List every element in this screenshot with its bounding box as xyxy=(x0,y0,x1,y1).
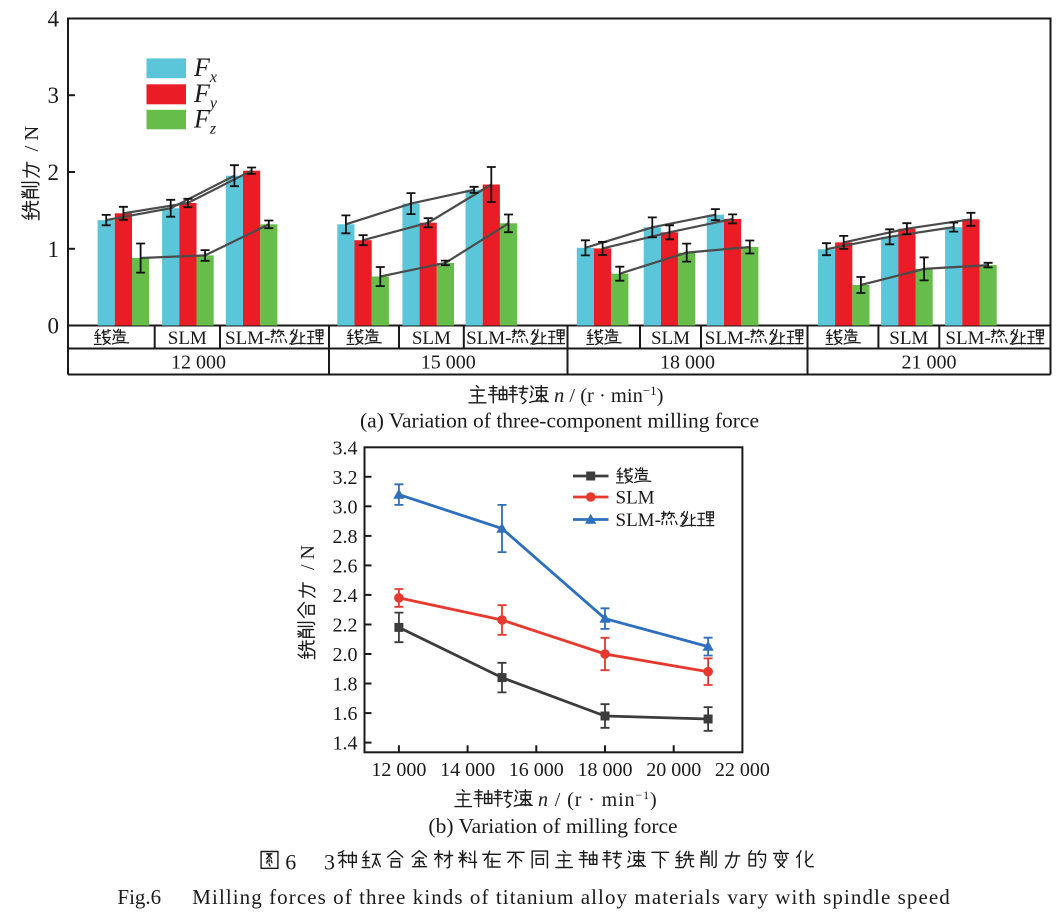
svg-text:SLM: SLM xyxy=(412,328,451,349)
svg-text:SLM: SLM xyxy=(651,328,690,349)
svg-text:1.8: 1.8 xyxy=(333,674,358,696)
svg-text:22 000: 22 000 xyxy=(715,759,770,781)
svg-text:SLM-: SLM- xyxy=(225,328,270,349)
svg-text:SLM-: SLM- xyxy=(466,328,511,349)
svg-text:20 000: 20 000 xyxy=(646,759,701,781)
svg-text:Fx: Fx xyxy=(193,53,217,86)
svg-text:(b) Variation of milling force: (b) Variation of milling force xyxy=(428,814,677,838)
svg-text:2.4: 2.4 xyxy=(333,585,358,607)
svg-text:1.6: 1.6 xyxy=(333,703,358,725)
svg-text:14 000: 14 000 xyxy=(440,759,495,781)
svg-text:3.4: 3.4 xyxy=(333,437,358,459)
svg-text:2.8: 2.8 xyxy=(333,526,358,548)
svg-text:3: 3 xyxy=(48,83,60,108)
svg-text:(a) Variation of three-compone: (a) Variation of three-component milling… xyxy=(360,409,759,433)
svg-text:18 000: 18 000 xyxy=(660,352,715,374)
svg-text:3.2: 3.2 xyxy=(333,467,358,489)
svg-text:n / (r · min−1): n / (r · min−1) xyxy=(538,788,658,811)
svg-text:4: 4 xyxy=(48,7,60,32)
svg-text:0: 0 xyxy=(48,314,60,339)
svg-text:SLM-: SLM- xyxy=(945,328,990,349)
svg-text:1: 1 xyxy=(48,237,60,262)
svg-text:3: 3 xyxy=(324,849,335,874)
svg-text:15 000: 15 000 xyxy=(421,352,476,374)
svg-text:2.0: 2.0 xyxy=(333,644,358,666)
svg-text:SLM: SLM xyxy=(168,328,207,349)
svg-text:/ N: / N xyxy=(297,545,319,570)
svg-text:Fz: Fz xyxy=(193,105,217,138)
svg-text:12 000: 12 000 xyxy=(371,759,426,781)
svg-text:Fig.6: Fig.6 xyxy=(117,885,161,909)
svg-text:3.0: 3.0 xyxy=(333,496,358,518)
svg-text:2: 2 xyxy=(48,160,60,185)
svg-text:SLM: SLM xyxy=(889,328,928,349)
svg-text:18 000: 18 000 xyxy=(578,759,633,781)
svg-text:16 000: 16 000 xyxy=(509,759,564,781)
svg-text:6: 6 xyxy=(285,849,296,874)
svg-text:2.2: 2.2 xyxy=(333,615,358,637)
svg-text:Fy: Fy xyxy=(193,79,218,112)
svg-text:SLM-: SLM- xyxy=(705,328,750,349)
svg-text:1.4: 1.4 xyxy=(333,733,358,755)
svg-text:SLM: SLM xyxy=(616,488,655,509)
svg-text:21 000: 21 000 xyxy=(902,352,957,374)
svg-text:2.6: 2.6 xyxy=(333,555,358,577)
svg-text:12 000: 12 000 xyxy=(171,352,226,374)
svg-text:SLM-: SLM- xyxy=(616,510,661,531)
svg-text:/ N: / N xyxy=(21,126,43,152)
svg-text:Milling forces of three kinds: Milling forces of three kinds of titaniu… xyxy=(192,885,951,909)
